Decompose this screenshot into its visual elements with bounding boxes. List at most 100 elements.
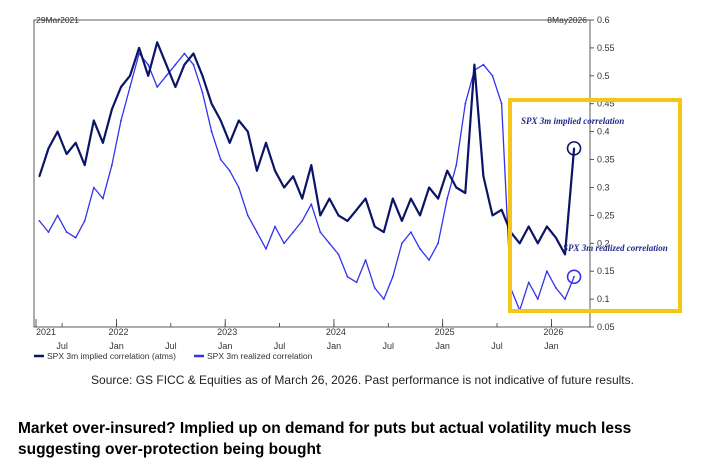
- data-point-realized: [65, 231, 68, 234]
- legend-label-realized: SPX 3m realized correlation: [207, 351, 313, 361]
- data-point-realized: [446, 197, 449, 200]
- data-point-realized: [355, 281, 358, 284]
- data-point-implied: [301, 197, 304, 200]
- y-tick-label: 0.55: [597, 43, 615, 53]
- x-axis: Jul Jan Jul Jan Jul Jan Jul Jan Jul Jan 2021 2022 20…: [35, 319, 563, 351]
- data-point-implied: [65, 153, 68, 155]
- x-tick-label-month: Jul: [383, 341, 395, 351]
- realized-endpoint-circle: [566, 269, 582, 285]
- plot-frame: [33, 19, 591, 328]
- data-point-realized: [38, 220, 41, 222]
- y-tick-label: 0.25: [597, 210, 615, 220]
- data-point-implied: [92, 119, 95, 122]
- data-point-realized: [382, 298, 385, 300]
- data-point-implied: [129, 74, 131, 77]
- legend: SPX 3m implied correlation (atms) SPX 3m…: [34, 351, 313, 361]
- legend-label-implied: SPX 3m implied correlation (atms): [47, 351, 176, 361]
- data-point-realized: [482, 63, 485, 66]
- data-point-implied: [219, 119, 222, 122]
- data-point-realized: [138, 52, 141, 55]
- data-point-realized: [328, 242, 331, 245]
- data-point-implied: [546, 225, 548, 228]
- data-point-realized: [83, 220, 86, 222]
- data-point-realized: [192, 63, 195, 66]
- y-tick-label: 0.5: [597, 71, 610, 81]
- data-point-realized: [74, 236, 77, 239]
- implied-correlation-annotation: SPX 3m implied correlation: [521, 116, 624, 126]
- data-point-implied: [536, 242, 539, 245]
- data-point-realized: [102, 197, 104, 200]
- data-point-realized: [346, 275, 349, 278]
- y-tick-label: 0.3: [597, 182, 610, 192]
- data-point-realized: [410, 231, 412, 234]
- data-point-realized: [120, 119, 122, 122]
- data-point-realized: [437, 242, 439, 245]
- x-tick-label-month: Jan: [109, 341, 124, 351]
- y-tick-label: 0.35: [597, 155, 615, 165]
- data-point-realized: [237, 186, 240, 189]
- data-point-implied: [246, 130, 249, 133]
- data-point-implied: [464, 192, 467, 194]
- data-point-realized: [455, 164, 458, 167]
- correlation-chart: 29Mar2021 8May2026 0.05 0.1 0.15 0.2 0.25 0.3…: [33, 15, 682, 361]
- data-point-realized: [183, 52, 186, 55]
- x-tick-label-year: 2022: [108, 327, 128, 337]
- x-tick-label-year: 2021: [36, 327, 56, 337]
- x-tick-label-month: Jan: [327, 341, 342, 351]
- data-point-realized: [546, 270, 548, 273]
- data-point-realized: [165, 74, 168, 77]
- data-point-implied: [228, 141, 231, 144]
- data-point-implied: [364, 197, 367, 200]
- y-tick-label: 0.15: [597, 266, 615, 276]
- data-point-implied: [382, 231, 385, 234]
- data-point-realized: [555, 287, 557, 289]
- data-point-implied: [373, 225, 376, 228]
- data-point-realized: [364, 259, 367, 261]
- data-point-implied: [346, 220, 349, 222]
- data-point-implied: [355, 208, 358, 211]
- data-point-realized: [47, 231, 50, 234]
- data-point-implied: [500, 208, 503, 211]
- data-point-implied: [201, 74, 204, 77]
- data-point-implied: [491, 214, 494, 217]
- data-point-realized: [419, 248, 421, 250]
- data-point-realized: [174, 63, 177, 66]
- data-point-implied: [47, 147, 50, 150]
- data-point-implied: [410, 197, 412, 200]
- highlight-box: [508, 98, 682, 313]
- data-point-implied: [283, 186, 285, 189]
- data-point-implied: [292, 175, 295, 178]
- data-point-implied: [319, 214, 322, 217]
- x-tick-label-month: Jan: [544, 341, 559, 351]
- data-point-realized: [129, 86, 131, 88]
- data-point-realized: [210, 130, 213, 133]
- data-point-realized: [428, 259, 430, 261]
- data-point-realized: [256, 231, 258, 234]
- y-axis: 0.05 0.1 0.15 0.2 0.25 0.3 0.35 0.4 0.45 0.5 0.55 0…: [590, 15, 615, 332]
- y-tick-label: 0.05: [597, 322, 615, 332]
- data-point-realized: [283, 242, 285, 245]
- series-layer: [38, 41, 576, 312]
- date-range-start-label: 29Mar2021: [36, 15, 79, 25]
- data-point-realized: [391, 275, 394, 278]
- data-point-implied: [265, 141, 267, 144]
- data-point-implied: [337, 214, 340, 217]
- data-point-realized: [56, 214, 59, 217]
- data-point-realized: [564, 298, 566, 300]
- data-point-realized: [491, 74, 494, 77]
- data-point-realized: [219, 158, 222, 161]
- data-point-implied: [555, 236, 557, 239]
- data-point-realized: [292, 231, 295, 234]
- x-tick-label-year: 2024: [326, 327, 346, 337]
- data-point-realized: [156, 86, 159, 88]
- data-point-realized: [319, 231, 322, 234]
- y-tick-label: 0.1: [597, 294, 610, 304]
- data-point-implied: [328, 197, 331, 200]
- y-tick-label: 0.2: [597, 238, 610, 248]
- data-point-implied: [147, 74, 150, 77]
- data-point-realized: [464, 102, 467, 105]
- data-point-implied: [183, 63, 186, 66]
- data-point-realized: [373, 287, 376, 289]
- data-point-implied: [237, 119, 240, 122]
- data-point-implied: [138, 47, 141, 49]
